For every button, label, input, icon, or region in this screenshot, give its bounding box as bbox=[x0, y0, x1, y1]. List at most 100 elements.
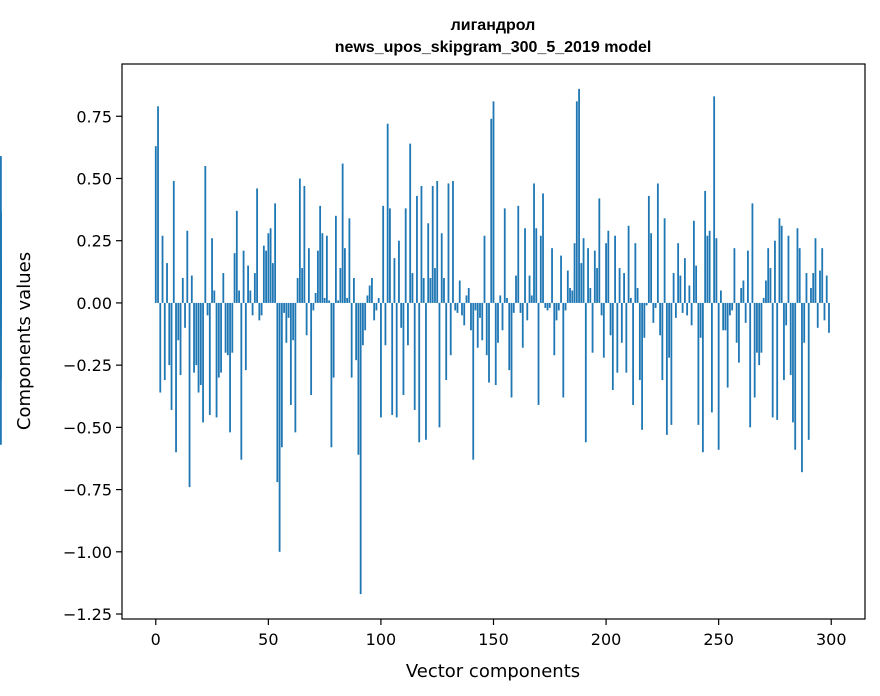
bar bbox=[695, 265, 698, 303]
bar bbox=[229, 302, 231, 433]
bar bbox=[314, 292, 317, 303]
bar bbox=[447, 183, 450, 303]
bar bbox=[161, 235, 164, 303]
bar bbox=[611, 302, 614, 391]
bar bbox=[627, 225, 630, 303]
bar bbox=[285, 302, 288, 343]
bar bbox=[641, 302, 644, 430]
bar bbox=[623, 273, 625, 303]
bar bbox=[193, 302, 195, 373]
bar bbox=[395, 302, 398, 418]
bar bbox=[533, 183, 535, 303]
bar bbox=[168, 302, 171, 366]
bar bbox=[659, 302, 662, 336]
bar bbox=[492, 101, 495, 303]
bar bbox=[656, 183, 659, 303]
y-tick-label: 0.75 bbox=[76, 107, 112, 126]
bar bbox=[668, 302, 671, 358]
bar bbox=[490, 118, 493, 303]
bar bbox=[645, 302, 648, 306]
bar bbox=[765, 280, 767, 303]
bar bbox=[783, 302, 785, 381]
bar bbox=[708, 230, 711, 303]
x-axis-label: Vector components bbox=[406, 661, 580, 682]
bar bbox=[517, 205, 520, 303]
bar bbox=[747, 250, 749, 303]
bar bbox=[598, 198, 601, 303]
bar bbox=[449, 302, 452, 356]
bar bbox=[794, 302, 797, 450]
bar bbox=[294, 302, 297, 433]
bar bbox=[195, 302, 198, 366]
bar bbox=[328, 300, 331, 303]
y-tick-label: −1.00 bbox=[63, 543, 112, 562]
bar bbox=[485, 302, 488, 356]
bar bbox=[724, 302, 727, 331]
bar bbox=[0, 156, 2, 303]
bar bbox=[735, 302, 738, 343]
bar bbox=[787, 235, 790, 303]
bar bbox=[398, 240, 400, 303]
bar bbox=[251, 302, 254, 316]
bar bbox=[343, 248, 346, 303]
bar bbox=[211, 238, 213, 303]
bar bbox=[686, 302, 689, 316]
bar bbox=[393, 258, 396, 303]
bar bbox=[436, 180, 439, 303]
bar bbox=[359, 302, 362, 595]
bar bbox=[476, 302, 479, 348]
chart-title: лигандрол bbox=[451, 17, 536, 34]
bar bbox=[557, 302, 560, 311]
bar bbox=[720, 290, 722, 303]
bar bbox=[425, 302, 427, 440]
y-tick-label: 0.00 bbox=[76, 294, 112, 313]
bar bbox=[733, 248, 736, 303]
bar bbox=[488, 302, 490, 383]
bar bbox=[672, 273, 675, 303]
bar bbox=[560, 255, 562, 303]
bar bbox=[821, 248, 824, 303]
bar bbox=[566, 270, 569, 303]
bar bbox=[483, 235, 486, 303]
bar bbox=[339, 268, 342, 303]
bar bbox=[638, 302, 641, 381]
bar bbox=[679, 275, 682, 303]
bar bbox=[307, 248, 310, 303]
bar bbox=[427, 223, 430, 303]
bar bbox=[242, 250, 245, 303]
bar bbox=[465, 295, 468, 303]
y-tick-label: −0.25 bbox=[63, 356, 112, 375]
bar bbox=[154, 146, 157, 303]
bar bbox=[197, 302, 200, 393]
bar bbox=[278, 302, 281, 552]
bar bbox=[159, 302, 162, 393]
bar bbox=[810, 287, 812, 303]
bar bbox=[706, 235, 709, 303]
bar bbox=[404, 208, 407, 303]
bar bbox=[357, 302, 360, 455]
bar bbox=[652, 302, 655, 323]
bar bbox=[807, 302, 810, 440]
bar bbox=[355, 302, 358, 361]
bar bbox=[819, 270, 821, 303]
bar bbox=[445, 302, 448, 381]
x-tick-label: 50 bbox=[258, 630, 278, 649]
bar bbox=[688, 285, 691, 303]
bar bbox=[269, 228, 272, 303]
bar bbox=[571, 290, 574, 303]
bar bbox=[274, 203, 277, 303]
bar bbox=[411, 273, 414, 303]
bar bbox=[618, 268, 621, 303]
bar bbox=[508, 302, 511, 371]
bar bbox=[677, 243, 680, 303]
y-axis-ticks: −1.25 −1.00 −0.75 −0.50 −0.25 0.00 0.25 0.50 0.7… bbox=[63, 107, 122, 624]
bar bbox=[334, 215, 337, 303]
bar bbox=[249, 290, 252, 303]
bar bbox=[298, 178, 301, 303]
bar bbox=[467, 287, 470, 303]
bar bbox=[452, 180, 454, 303]
bar bbox=[271, 263, 274, 303]
bar bbox=[758, 302, 761, 366]
y-tick-label: 0.50 bbox=[76, 169, 112, 188]
